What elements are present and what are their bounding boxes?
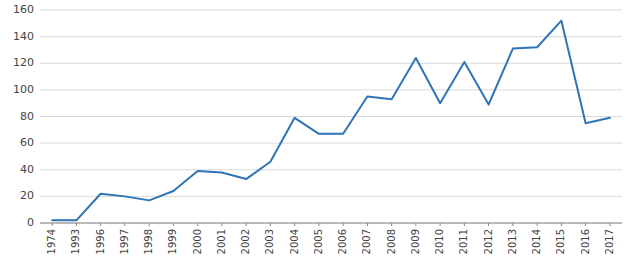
grid-line bbox=[40, 10, 622, 11]
x-tick bbox=[270, 223, 271, 226]
x-axis: 1974 1993 1996 1997 1998 1999 2000 2001 2002 2003… bbox=[40, 223, 622, 254]
x-tick bbox=[124, 223, 125, 226]
x-tick bbox=[149, 223, 150, 226]
plot-area bbox=[52, 21, 610, 221]
x-tick-label: 2003 bbox=[264, 229, 275, 254]
x-tick bbox=[464, 223, 465, 226]
x-tick-label: 1974 bbox=[46, 229, 57, 254]
x-tick-label: 1998 bbox=[143, 229, 154, 254]
x-tick bbox=[318, 223, 319, 226]
x-tick-label: 2008 bbox=[386, 229, 397, 254]
x-tick-label: 2006 bbox=[337, 229, 348, 254]
y-tick-label: 140 bbox=[13, 30, 34, 43]
grid-line bbox=[40, 169, 622, 170]
x-tick bbox=[415, 223, 416, 226]
x-tick bbox=[76, 223, 77, 226]
x-tick bbox=[221, 223, 222, 226]
x-tick-label: 2013 bbox=[507, 229, 518, 254]
chart-svg: 0 20 40 60 80 100 120 140 160 1974 1993 1996 1997 199… bbox=[0, 0, 634, 269]
x-tick bbox=[585, 223, 586, 226]
x-tick-label: 2004 bbox=[289, 229, 300, 254]
x-tick bbox=[246, 223, 247, 226]
x-tick bbox=[197, 223, 198, 226]
x-tick-label: 2005 bbox=[313, 229, 324, 254]
x-tick bbox=[537, 223, 538, 226]
grid-line bbox=[40, 63, 622, 64]
x-tick-label: 1997 bbox=[119, 229, 130, 254]
x-tick-label: 1999 bbox=[167, 229, 178, 254]
x-tick-label: 2017 bbox=[604, 229, 615, 254]
y-tick-label: 100 bbox=[13, 83, 34, 96]
data-line bbox=[52, 21, 610, 221]
x-tick bbox=[391, 223, 392, 226]
grid-line bbox=[40, 143, 622, 144]
x-tick bbox=[173, 223, 174, 226]
x-tick bbox=[343, 223, 344, 226]
x-tick bbox=[488, 223, 489, 226]
x-tick-label: 2007 bbox=[361, 229, 372, 254]
y-tick-label: 60 bbox=[20, 136, 34, 149]
grid-line bbox=[40, 223, 622, 224]
grid-line bbox=[40, 89, 622, 90]
y-tick-label: 0 bbox=[27, 216, 34, 229]
chart-container: 0 20 40 60 80 100 120 140 160 1974 1993 1996 1997 199… bbox=[0, 0, 634, 269]
x-tick-label: 2014 bbox=[531, 229, 542, 254]
x-axis-line bbox=[40, 223, 622, 224]
x-tick bbox=[100, 223, 101, 226]
x-tick-label: 1993 bbox=[70, 229, 81, 254]
grid-line bbox=[40, 116, 622, 117]
x-tick bbox=[609, 223, 610, 226]
x-tick-label: 2000 bbox=[192, 229, 203, 254]
y-tick-label: 20 bbox=[20, 189, 34, 202]
x-tick-label: 2011 bbox=[458, 229, 469, 254]
x-tick-label: 2001 bbox=[216, 229, 227, 254]
x-tick-label: 2015 bbox=[555, 229, 566, 254]
y-tick-label: 80 bbox=[20, 110, 34, 123]
x-tick bbox=[52, 223, 53, 226]
x-tick-label: 2010 bbox=[434, 229, 445, 254]
x-tick-label: 1996 bbox=[95, 229, 106, 254]
y-tick-label: 40 bbox=[20, 163, 34, 176]
grid bbox=[40, 10, 622, 223]
grid-line bbox=[40, 36, 622, 37]
x-tick bbox=[561, 223, 562, 226]
x-tick-label: 2012 bbox=[483, 229, 494, 254]
x-tick bbox=[367, 223, 368, 226]
x-tick bbox=[512, 223, 513, 226]
y-tick-label: 120 bbox=[13, 56, 34, 69]
y-axis: 0 20 40 60 80 100 120 140 160 bbox=[13, 3, 34, 229]
x-tick bbox=[294, 223, 295, 226]
y-tick-label: 160 bbox=[13, 3, 34, 16]
x-tick-label: 2016 bbox=[580, 229, 591, 254]
x-tick-label: 2009 bbox=[410, 229, 421, 254]
x-tick-label: 2002 bbox=[240, 229, 251, 254]
x-tick bbox=[440, 223, 441, 226]
